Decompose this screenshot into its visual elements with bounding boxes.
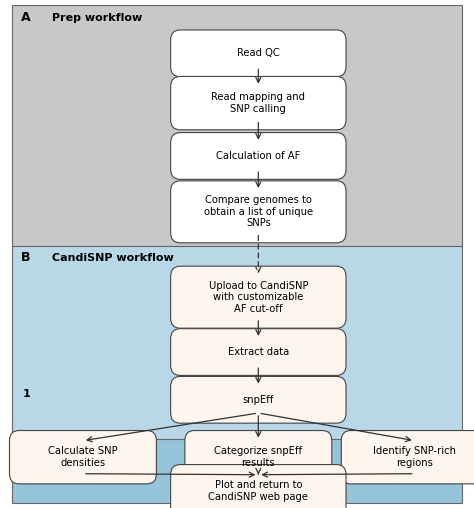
FancyBboxPatch shape [12, 246, 462, 439]
Text: Compare genomes to
obtain a list of unique
SNPs: Compare genomes to obtain a list of uniq… [204, 195, 313, 229]
FancyBboxPatch shape [171, 329, 346, 375]
FancyBboxPatch shape [171, 376, 346, 423]
Text: 1: 1 [22, 389, 30, 399]
Text: Extract data: Extract data [228, 347, 289, 357]
Text: 2: 2 [22, 450, 30, 460]
Text: Categorize snpEff
results: Categorize snpEff results [214, 447, 302, 468]
Text: Prep workflow: Prep workflow [52, 13, 142, 23]
Text: snpEff: snpEff [243, 395, 274, 405]
FancyBboxPatch shape [171, 266, 346, 328]
Text: Read mapping and
SNP calling: Read mapping and SNP calling [211, 92, 305, 114]
FancyBboxPatch shape [171, 133, 346, 179]
FancyBboxPatch shape [341, 430, 474, 484]
Text: Identify SNP-rich
regions: Identify SNP-rich regions [373, 447, 456, 468]
FancyBboxPatch shape [12, 439, 462, 503]
Text: Plot and return to
CandiSNP web page: Plot and return to CandiSNP web page [209, 481, 308, 502]
Text: B: B [21, 251, 31, 265]
Text: Read QC: Read QC [237, 48, 280, 58]
FancyBboxPatch shape [171, 77, 346, 130]
FancyBboxPatch shape [12, 5, 462, 246]
FancyBboxPatch shape [171, 30, 346, 77]
FancyBboxPatch shape [9, 430, 156, 484]
FancyBboxPatch shape [171, 464, 346, 508]
Text: Calculate SNP
densities: Calculate SNP densities [48, 447, 118, 468]
FancyBboxPatch shape [171, 181, 346, 243]
Text: Calculation of AF: Calculation of AF [216, 151, 301, 161]
Text: CandiSNP workflow: CandiSNP workflow [52, 253, 174, 263]
Text: A: A [21, 11, 31, 24]
FancyBboxPatch shape [185, 430, 332, 484]
Text: Upload to CandiSNP
with customizable
AF cut-off: Upload to CandiSNP with customizable AF … [209, 280, 308, 314]
